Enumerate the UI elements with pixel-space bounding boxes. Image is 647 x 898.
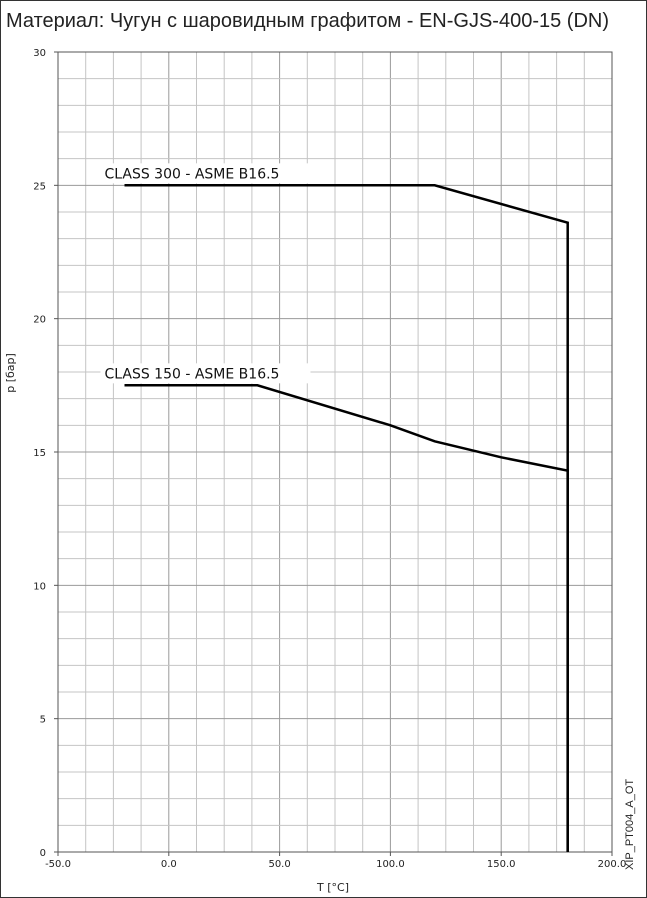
y-tick-label: 10 [33,581,46,592]
x-tick-label: -50.0 [45,859,71,870]
series-label-1: CLASS 300 - ASME B16.5 [104,166,279,182]
x-tick-label: 100.0 [376,859,405,870]
x-tick-label: 150.0 [487,859,516,870]
y-tick-label: 15 [33,448,46,459]
series-label-2: CLASS 150 - ASME B16.5 [104,366,279,382]
y-tick-label: 20 [33,315,46,326]
y-tick-label: 5 [40,715,46,726]
y-tick-label: 25 [33,181,46,192]
chart-title: Материал: Чугун с шаровидным графитом - … [6,10,610,32]
y-axis-label: p [бар] [4,353,17,393]
series-label-background [100,163,311,184]
x-tick-label: 0.0 [161,859,177,870]
x-tick-label: 50.0 [268,859,290,870]
x-axis-label: T [°C] [316,881,349,894]
y-tick-label: 30 [33,48,46,59]
series-label-background [100,363,311,384]
y-tick-label: 0 [40,848,46,859]
x-tick-label: 200.0 [598,859,627,870]
